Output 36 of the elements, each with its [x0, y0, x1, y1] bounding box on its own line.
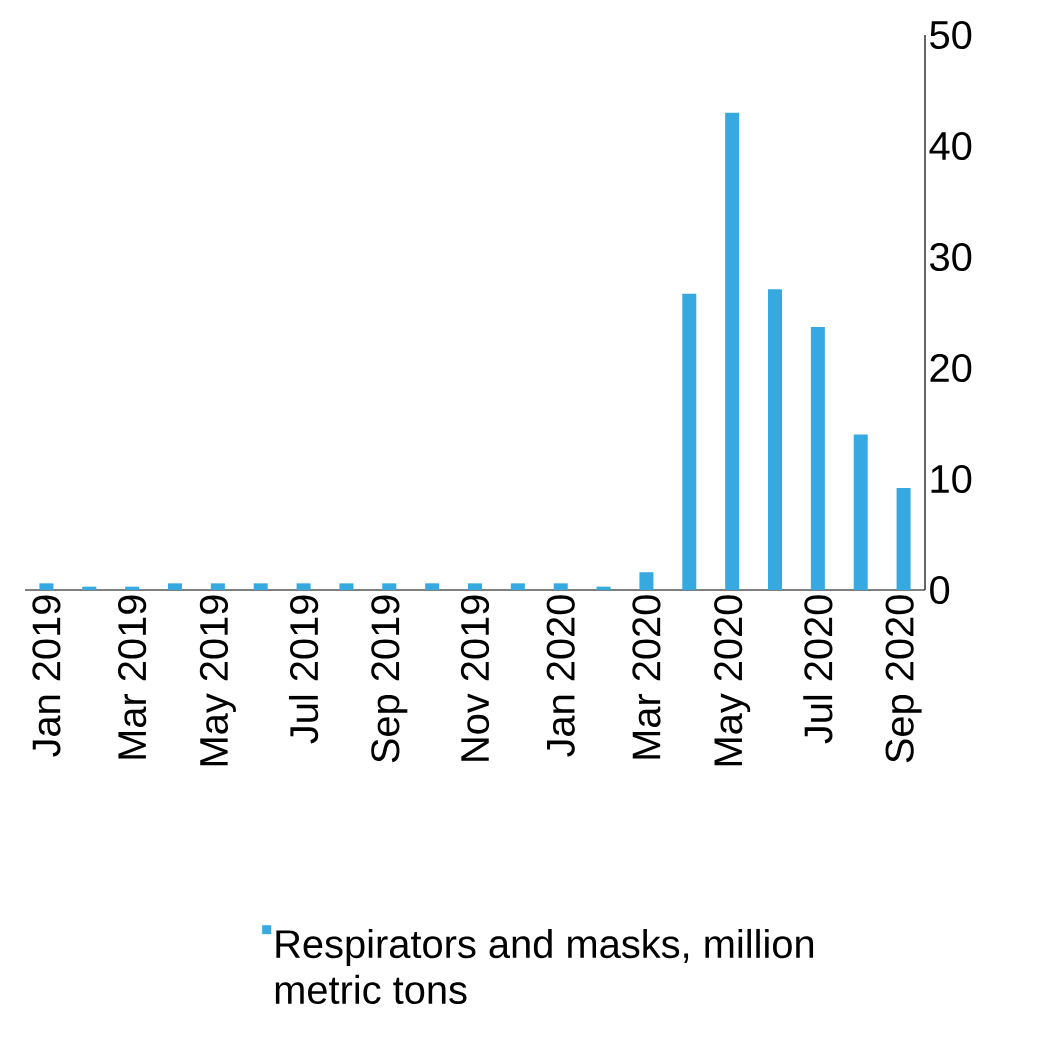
bar [639, 572, 654, 590]
x-tick-label: May 2020 [714, 595, 751, 766]
bar [853, 434, 868, 590]
bar [553, 583, 568, 590]
y-tick-label: 20 [930, 353, 972, 383]
bar [896, 487, 911, 590]
bar [468, 583, 482, 590]
bar [39, 583, 54, 590]
bar [296, 583, 311, 590]
x-tick-label: Mar 2019 [118, 595, 147, 759]
x-tick-label: Sep 2020 [885, 595, 922, 763]
bar [339, 583, 354, 590]
bar [425, 583, 440, 590]
y-tick-label: 50 [930, 20, 972, 50]
x-tick-label: Jul 2020 [803, 595, 833, 744]
x-tick-label: Nov 2019 [460, 595, 490, 761]
bar [253, 583, 268, 590]
bar [210, 583, 225, 590]
bar [382, 583, 397, 590]
bar [168, 583, 182, 590]
y-tick-label: 30 [930, 242, 972, 272]
x-tick-label: Mar 2020 [632, 595, 661, 759]
bar [682, 293, 697, 590]
bar [725, 112, 740, 590]
bar [768, 289, 783, 590]
x-tick-label: Jan 2020 [546, 595, 575, 757]
bar [810, 326, 825, 590]
y-tick-label: 40 [929, 131, 972, 161]
x-tick-label: Jul 2019 [288, 595, 319, 744]
y-tick-label: 0 [930, 575, 950, 605]
bar [510, 583, 525, 590]
x-tick-label: Jan 2019 [32, 595, 61, 757]
legend-label: Respirators and masks, million metric tons [275, 928, 814, 1005]
y-tick-label: 10 [931, 464, 972, 494]
x-tick-label: May 2019 [199, 595, 236, 766]
x-tick-label: Sep 2019 [371, 595, 408, 763]
